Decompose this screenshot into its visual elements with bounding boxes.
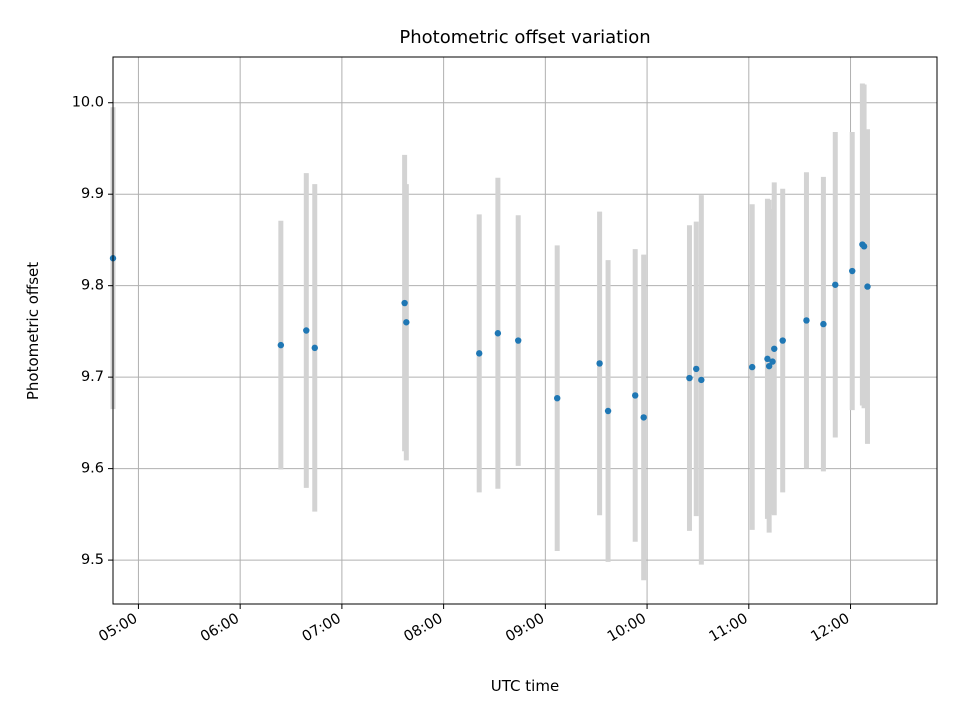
data-point xyxy=(748,363,756,371)
data-point xyxy=(803,317,810,324)
data-point xyxy=(820,320,827,328)
data-point xyxy=(765,362,773,370)
y-tick-label: 10.0 xyxy=(72,95,104,111)
data-point xyxy=(311,344,318,352)
data-point xyxy=(860,243,868,250)
data-point xyxy=(632,392,639,399)
data-point xyxy=(476,350,483,357)
y-tick-label: 9.9 xyxy=(81,186,104,202)
y-axis-title: Photometric offset xyxy=(24,262,42,400)
data-point xyxy=(832,281,839,288)
data-point xyxy=(515,337,522,344)
data-point xyxy=(403,319,410,326)
data-points xyxy=(109,241,871,421)
data-point xyxy=(779,337,786,344)
data-point xyxy=(401,299,408,307)
chart-title: Photometric offset variation xyxy=(399,27,650,48)
data-point xyxy=(640,414,647,421)
data-point xyxy=(277,341,285,349)
x-axis-title: UTC time xyxy=(491,677,559,695)
data-point xyxy=(764,355,771,363)
y-tick-label: 9.7 xyxy=(81,369,104,385)
data-point xyxy=(771,345,778,352)
y-tick-label: 9.6 xyxy=(81,461,104,477)
data-point xyxy=(686,374,693,382)
data-point xyxy=(849,267,856,275)
plot-frame xyxy=(112,56,938,605)
plot-area xyxy=(113,57,937,604)
data-point xyxy=(693,365,700,373)
data-point xyxy=(604,407,612,415)
data-point xyxy=(494,330,502,337)
data-point xyxy=(769,358,776,365)
data-point xyxy=(554,394,561,402)
data-point xyxy=(864,283,871,290)
y-tick-label: 9.8 xyxy=(81,278,104,294)
y-tick-label: 9.5 xyxy=(81,552,104,568)
data-point xyxy=(303,327,310,334)
data-point xyxy=(698,376,705,384)
data-point xyxy=(596,360,603,367)
